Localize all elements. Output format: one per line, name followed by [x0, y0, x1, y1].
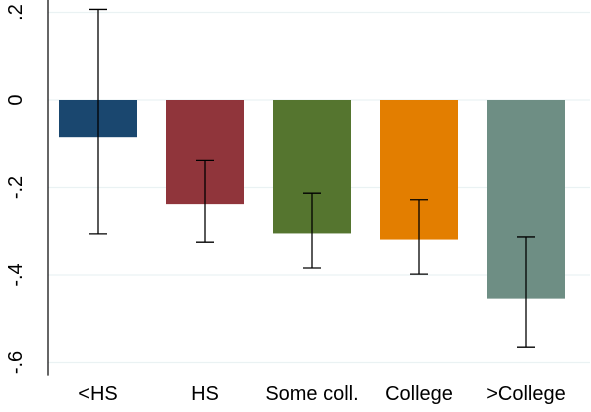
error-bar-0: [89, 8, 107, 235]
y-tick-label-1: 0: [5, 94, 27, 105]
x-tick-label-0: <HS: [78, 383, 117, 405]
x-tick-labels: <HS HS Some coll. College >College: [78, 383, 565, 405]
y-tick-label-3: -.4: [5, 263, 27, 286]
x-tick-label-3: College: [385, 383, 453, 405]
y-tick-label-2: -.2: [5, 176, 27, 199]
error-bars: [89, 8, 535, 348]
x-tick-label-1: HS: [191, 383, 219, 405]
x-tick-label-4: >College: [486, 383, 566, 405]
error-bar-3: [410, 199, 428, 275]
error-bar-2: [303, 192, 321, 269]
y-tick-labels: .2 0 -.2 -.4 -.6: [5, 4, 27, 374]
y-tick-label-4: -.6: [5, 351, 27, 374]
y-tick-label-0: .2: [5, 4, 27, 21]
error-bar-4: [517, 236, 535, 348]
x-tick-label-2: Some coll.: [265, 383, 358, 405]
error-bar-1: [196, 159, 214, 243]
